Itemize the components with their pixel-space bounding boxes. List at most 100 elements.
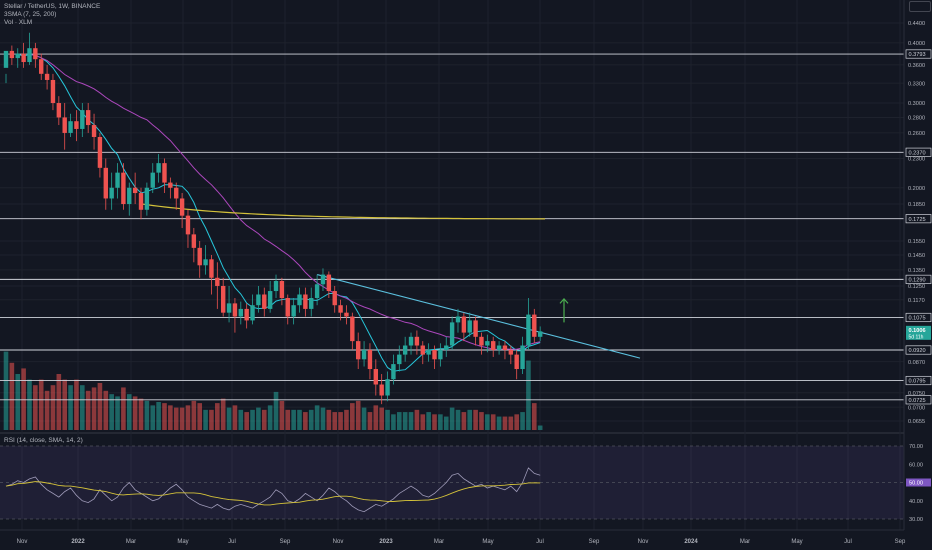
candle-body xyxy=(520,345,525,370)
time-axis-label: May xyxy=(177,539,188,545)
candle-body xyxy=(309,298,314,309)
candle-body xyxy=(473,320,478,337)
candle-body xyxy=(402,345,408,355)
volume-bar xyxy=(150,405,156,430)
level-label: 0.0795 xyxy=(909,379,926,385)
candle-body xyxy=(121,172,126,205)
countdown-label: 5d 11h xyxy=(909,334,924,340)
time-axis-label: Jul xyxy=(228,539,236,545)
candle-body xyxy=(74,121,79,129)
candle-body xyxy=(444,345,449,351)
candle-body xyxy=(514,354,519,370)
volume-bar xyxy=(490,414,496,430)
price-tick-label: 0.3000 xyxy=(908,101,925,107)
candle-body xyxy=(215,277,220,286)
volume-bar xyxy=(97,382,103,430)
candle-body xyxy=(461,316,467,333)
candle-body xyxy=(455,316,461,323)
rsi-tick-label: 60.00 xyxy=(909,462,923,468)
volume-bar xyxy=(338,412,343,430)
candle-body xyxy=(115,172,120,188)
volume-bar xyxy=(473,409,478,430)
time-axis-label: Mar xyxy=(740,539,750,545)
price-tick-label: 0.3600 xyxy=(908,63,925,69)
time-axis-label: 2024 xyxy=(684,539,698,545)
candle-body xyxy=(15,53,20,59)
price-tick-label: 0.1350 xyxy=(908,268,925,274)
volume-bar xyxy=(226,407,232,430)
level-label-box xyxy=(905,345,932,355)
rsi-current-label: 50.00 xyxy=(909,481,923,487)
candle-body xyxy=(50,79,56,104)
time-axis-label: 2022 xyxy=(71,539,85,545)
volume-bar xyxy=(62,379,67,430)
rsi-legend[interactable]: RSI (14, close, SMA, 14, 2) xyxy=(4,437,83,444)
volume-bar xyxy=(344,409,349,430)
candle-body xyxy=(220,285,226,313)
volume-bar xyxy=(297,409,302,430)
volume-bar xyxy=(350,403,355,430)
volume-bar xyxy=(15,374,21,430)
rsi-tick-label: 70.00 xyxy=(909,444,923,450)
candle-body xyxy=(103,167,108,199)
price-tick-label: 0.4000 xyxy=(908,41,925,47)
sma-legend[interactable]: 3SMA (7, 25, 200) xyxy=(4,11,57,18)
volume-legend[interactable]: Vol · XLM xyxy=(4,19,33,26)
volume-bar xyxy=(408,412,414,430)
volume-bar xyxy=(285,409,291,430)
volume-bar xyxy=(273,391,279,430)
descending-trendline xyxy=(316,274,641,359)
volume-bar xyxy=(391,414,396,430)
price-tick-label: 0.2000 xyxy=(908,186,925,192)
volume-bar xyxy=(162,403,167,430)
candle-body xyxy=(132,187,138,194)
rsi-pane-bg xyxy=(0,434,904,530)
level-label: 0.1075 xyxy=(909,316,926,322)
price-tick-label: 0.0750 xyxy=(908,391,925,397)
volume-bar xyxy=(220,398,226,430)
symbol-legend[interactable]: Stellar / TetherUS, 1W, BINANCE xyxy=(4,3,101,10)
volume-bar xyxy=(156,402,161,430)
chart-settings-button[interactable] xyxy=(909,1,931,12)
price-pane-bg xyxy=(0,0,904,432)
volume-bar xyxy=(326,409,332,430)
candle-body xyxy=(168,182,173,188)
time-axis-label: Jul xyxy=(536,539,544,545)
volume-bar xyxy=(402,412,408,430)
candle-body xyxy=(391,364,396,380)
candle-body xyxy=(320,274,326,285)
volume-bar xyxy=(367,412,373,430)
candle-body xyxy=(185,215,191,235)
volume-bar xyxy=(379,407,384,430)
candle-body xyxy=(379,384,384,396)
volume-bar xyxy=(126,394,132,430)
volume-bar xyxy=(479,412,484,430)
time-axis-label: Mar xyxy=(126,539,136,545)
volume-bar xyxy=(27,379,32,430)
volume-bar xyxy=(267,405,273,430)
candle-body xyxy=(432,350,437,360)
candle-body xyxy=(232,303,238,317)
level-label: 0.1725 xyxy=(909,217,926,223)
volume-bar xyxy=(91,387,97,430)
volume-bar xyxy=(103,390,109,430)
volume-bar xyxy=(396,412,402,430)
candle-body xyxy=(174,187,179,199)
candle-body xyxy=(109,187,114,199)
volume-bar xyxy=(132,396,138,430)
candle-body xyxy=(532,314,537,337)
candle-body xyxy=(156,163,161,173)
volume-bar xyxy=(526,360,531,430)
volume-bar xyxy=(420,414,426,430)
level-label: 0.0725 xyxy=(909,398,926,404)
sma-25-line xyxy=(29,54,541,350)
volume-bar xyxy=(455,409,461,430)
level-label: 0.2370 xyxy=(909,150,926,156)
candle-body xyxy=(256,294,261,306)
volume-bar xyxy=(33,385,38,430)
volume-bar xyxy=(179,407,185,430)
up-arrow-head xyxy=(559,297,569,304)
candle-body xyxy=(344,312,349,317)
